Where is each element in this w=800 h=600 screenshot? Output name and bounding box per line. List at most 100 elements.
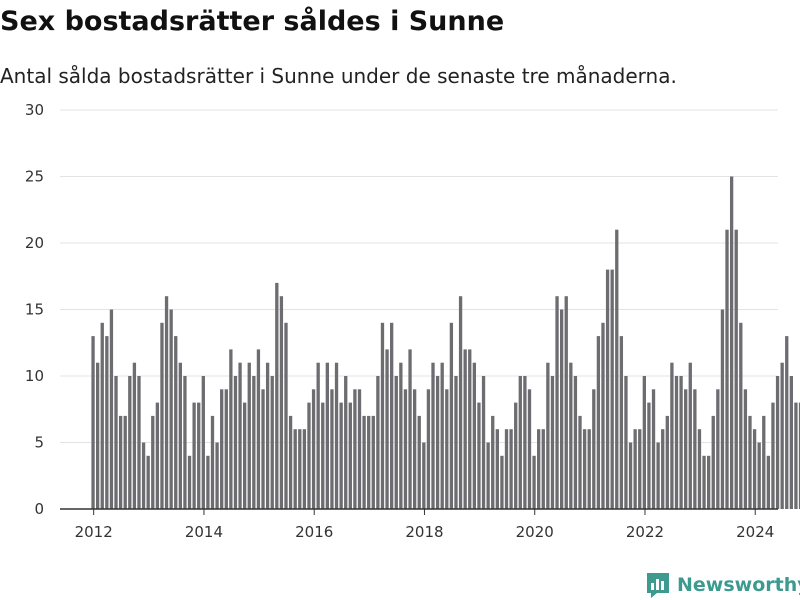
bar (164, 296, 169, 509)
bar (766, 455, 771, 509)
bar (775, 376, 780, 509)
bar (596, 336, 601, 509)
bar (615, 229, 619, 509)
bar (468, 349, 472, 509)
bar (435, 376, 440, 509)
bar (325, 362, 329, 509)
bar (541, 429, 545, 509)
bar (619, 336, 624, 509)
bar (417, 415, 421, 509)
bar (661, 429, 665, 509)
bar (564, 296, 568, 509)
bar (656, 442, 660, 509)
bar (132, 362, 137, 509)
bar (605, 269, 610, 509)
y-tick-label: 25 (25, 168, 44, 186)
bar (504, 429, 509, 509)
bar (426, 389, 431, 509)
bar (201, 376, 205, 509)
bar (215, 442, 219, 509)
bar (587, 429, 591, 509)
bar (270, 376, 274, 509)
bar (628, 442, 633, 509)
bar (798, 402, 800, 509)
bar (146, 455, 150, 509)
bar (316, 362, 320, 509)
x-tick-label: 2024 (736, 523, 774, 541)
bar (412, 389, 417, 509)
bar (100, 322, 104, 509)
bar (454, 376, 458, 509)
bar (707, 455, 711, 509)
bar (486, 442, 490, 509)
y-tick-label: 30 (25, 101, 44, 119)
chart-title: Sex bostadsrätter såldes i Sunne (0, 6, 505, 37)
bar (780, 362, 784, 509)
bar (693, 389, 697, 509)
bar (160, 322, 164, 509)
brand-name: Newsworthy (677, 574, 800, 596)
bar (527, 389, 532, 509)
bar (192, 402, 196, 509)
newsworthy-logo[interactable]: Newsworthy (645, 570, 800, 600)
bar (550, 376, 555, 509)
bar (491, 415, 495, 509)
bar (390, 322, 394, 509)
bar (445, 389, 449, 509)
bar (302, 429, 307, 509)
bar (743, 389, 748, 509)
bar (243, 402, 247, 509)
x-tick-label: 2020 (516, 523, 554, 541)
bar (518, 376, 522, 509)
y-tick-label: 0 (34, 500, 44, 518)
bar (128, 376, 132, 509)
bar (481, 376, 486, 509)
bar (523, 376, 527, 509)
bar (725, 229, 729, 509)
bar (307, 402, 311, 509)
bar (440, 362, 444, 509)
y-tick-label: 5 (34, 434, 44, 452)
bar (123, 415, 127, 509)
bar (762, 415, 766, 509)
bar (275, 282, 279, 509)
bar (252, 376, 256, 509)
bar (785, 336, 789, 509)
bar (495, 429, 499, 509)
x-tick-label: 2016 (295, 523, 333, 541)
bar (546, 362, 550, 509)
y-tick-label: 10 (25, 367, 44, 385)
bar (261, 389, 265, 509)
bar (555, 296, 559, 509)
bar (674, 376, 679, 509)
bar (357, 389, 362, 509)
bar (224, 389, 228, 509)
bar (403, 389, 408, 509)
bar (734, 229, 738, 509)
bar (601, 322, 605, 509)
bar (247, 362, 251, 509)
bar (265, 362, 270, 509)
bar (449, 322, 454, 509)
x-tick-label: 2014 (185, 523, 223, 541)
newsworthy-icon (647, 573, 669, 598)
bar (339, 402, 343, 509)
bar (633, 429, 637, 509)
bar (367, 415, 371, 509)
bar (344, 376, 348, 509)
bar (578, 415, 582, 509)
bar (238, 362, 242, 509)
bar (206, 455, 210, 509)
bar (118, 415, 123, 509)
bar (624, 376, 628, 509)
bar (509, 429, 513, 509)
bar (183, 376, 187, 509)
bar (697, 429, 702, 509)
bar (431, 362, 435, 509)
bar (114, 376, 118, 509)
bar (422, 442, 426, 509)
bar (284, 322, 288, 509)
bar (353, 389, 357, 509)
chart-subtitle: Antal sålda bostadsrätter i Sunne under … (0, 64, 677, 88)
